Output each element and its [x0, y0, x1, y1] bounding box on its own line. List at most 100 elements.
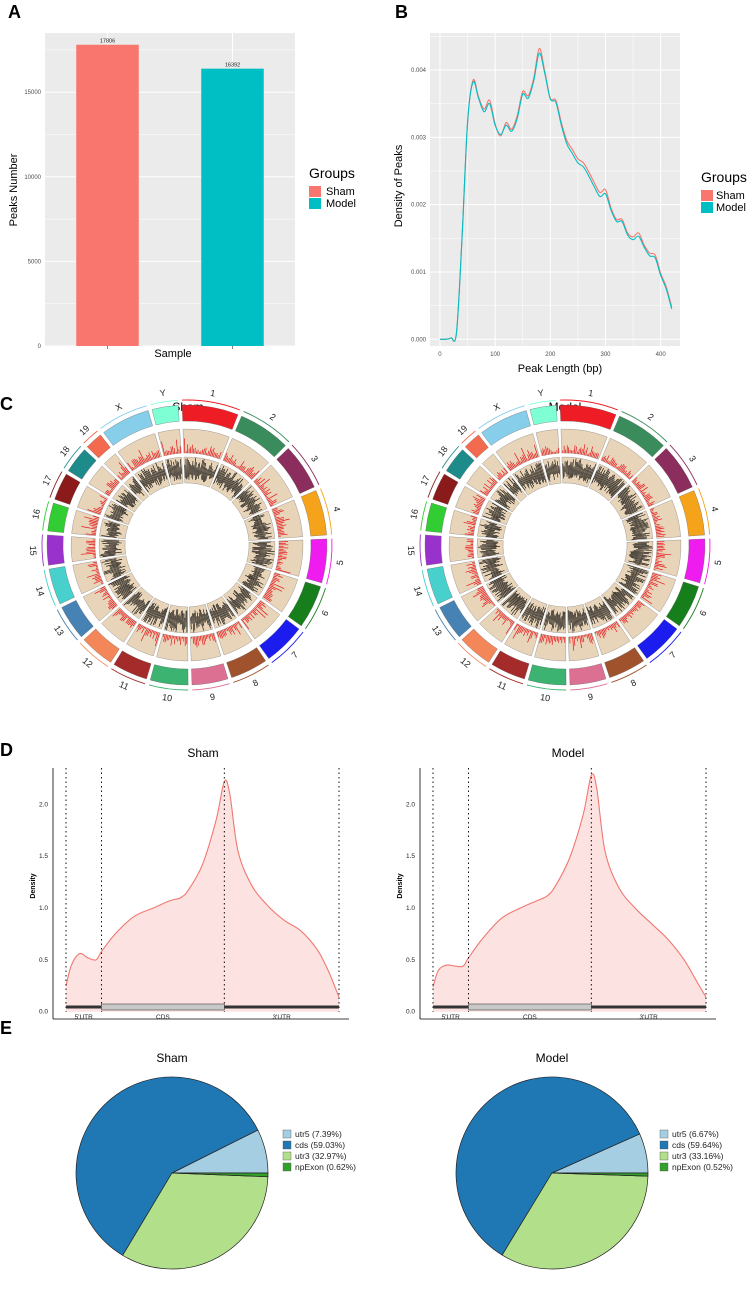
metagene-ylabel: Density	[30, 873, 37, 898]
transcript-bar-cds	[101, 1003, 225, 1011]
signal-black-3	[617, 485, 643, 515]
signal-black-8	[586, 601, 613, 625]
signal-black-4	[248, 514, 272, 540]
metagene-ytick-label: 1.0	[406, 905, 415, 912]
chromosome-band-12	[461, 628, 498, 663]
track-red-segment-16	[449, 510, 478, 536]
signal-red-3	[253, 477, 278, 507]
chromosome-band-5	[684, 538, 706, 584]
pie-legend-swatch-utr3	[282, 1151, 292, 1161]
signal-black-Y	[166, 459, 182, 482]
pie-legend-swatch-cds	[659, 1140, 669, 1150]
pie-slice-cds	[455, 1076, 641, 1256]
signal-red-9	[569, 633, 594, 651]
track-black-segment-4	[243, 510, 275, 541]
track-red-segment-16	[71, 510, 100, 536]
signal-red-12	[112, 608, 137, 628]
chromosome-outer-arc-14	[421, 569, 434, 607]
density-line-model	[439, 52, 673, 342]
chromosome-label-14: 14	[412, 585, 425, 598]
pie-slice-utr3	[501, 1172, 649, 1270]
signal-black-7	[603, 586, 634, 614]
signal-black-17	[105, 504, 129, 522]
signal-red-5	[275, 541, 291, 574]
chromosome-outer-arc-5	[704, 538, 711, 585]
chromosome-label-18: 18	[436, 444, 450, 458]
panel-b-xtick-label: 0	[438, 352, 442, 358]
pie-legend-swatch-utr5	[282, 1129, 292, 1139]
bar-value-label-sham: 17806	[100, 39, 115, 45]
signal-red-2	[223, 452, 260, 480]
chromosome-outer-arc-3	[669, 444, 698, 486]
chromosome-label-17: 17	[40, 474, 53, 487]
signal-black-6	[618, 564, 649, 594]
chromosome-outer-arc-6	[683, 587, 704, 629]
metagene-density-line	[432, 773, 707, 998]
signal-red-1	[184, 438, 222, 459]
track-red-segment-13	[460, 585, 496, 622]
track-red-segment-3	[631, 464, 671, 508]
chromosome-band-2	[613, 415, 664, 458]
panel-b-xtick-label: 300	[600, 352, 611, 358]
panel-label-a: A	[8, 2, 21, 22]
signal-black-16	[480, 521, 502, 538]
signal-black-5	[628, 541, 653, 566]
chromosome-label-8: 8	[629, 677, 638, 688]
chromosome-band-12	[83, 628, 120, 663]
chromosome-band-8	[604, 647, 644, 678]
chromosome-outer-arc-7	[271, 631, 304, 663]
transcript-region-label: 3'UTR	[640, 1014, 659, 1021]
transcript-bar-3utr	[224, 1005, 339, 1009]
signal-red-4	[649, 508, 666, 538]
panel-label-b: B	[395, 2, 408, 22]
chromosome-outer-arc-5	[326, 538, 333, 585]
chromosome-label-2: 2	[268, 412, 278, 423]
panel-label-c: C	[0, 394, 13, 414]
chromosome-label-15: 15	[406, 545, 416, 555]
pie-legend-label-npexon: npExon (0.62%)	[295, 1162, 356, 1172]
metagene-ytick-label: 2.0	[39, 801, 48, 808]
panel-c-circos: Sham Model 12345678910111213141516171819…	[28, 388, 723, 704]
chromosome-band-18	[68, 449, 97, 480]
chromosome-label-18: 18	[58, 444, 72, 458]
chromosome-outer-arc-2	[243, 411, 290, 443]
pie-legend-swatch-utr3	[659, 1151, 669, 1161]
panel-a-ylabel: Peaks Number	[8, 153, 20, 226]
track-red-segment-19	[482, 453, 509, 481]
signal-red-4	[271, 507, 290, 538]
signal-black-1	[562, 458, 597, 484]
track-red-segment-15	[70, 536, 97, 562]
signal-black-4	[625, 512, 650, 540]
signal-black-10	[544, 609, 566, 632]
chromosome-band-7	[259, 619, 300, 659]
chromosome-band-16	[425, 502, 447, 533]
signal-black-14	[101, 558, 127, 580]
pie-legend-label-utr3: utr3 (32.97%)	[295, 1151, 347, 1161]
chromosome-outer-arc-12	[79, 642, 109, 667]
track-red-segment-7	[618, 599, 659, 640]
signal-red-16	[463, 515, 478, 536]
signal-red-8	[594, 621, 620, 639]
signal-red-17	[87, 495, 108, 515]
signal-red-17	[471, 494, 486, 515]
transcript-bar-5utr	[66, 1005, 102, 1009]
signal-red-13	[94, 586, 118, 610]
chromosome-band-7	[637, 619, 678, 659]
chromosome-outer-arc-17	[427, 471, 441, 498]
pie-legend-swatch-utr5	[659, 1129, 669, 1139]
signal-black-2	[591, 466, 626, 499]
transcript-region-label: CDS	[523, 1014, 537, 1021]
panel-b-xtick-label: 400	[656, 352, 667, 358]
chromosome-band-11	[113, 650, 152, 680]
chromosome-outer-arc-8	[233, 664, 269, 683]
metagene-ytick-label: 0.5	[39, 957, 48, 964]
panel-b-ytick-label: 0.000	[411, 337, 427, 343]
chromosome-band-10	[150, 664, 189, 686]
chromosome-label-14: 14	[34, 585, 47, 598]
chromosome-outer-arc-16	[42, 501, 50, 531]
pie-slice-utr3	[122, 1172, 269, 1270]
chromosome-band-19	[86, 434, 111, 459]
chromosome-label-10: 10	[540, 692, 551, 703]
chromosome-band-19	[464, 434, 489, 459]
chromosome-label-12: 12	[80, 656, 94, 670]
